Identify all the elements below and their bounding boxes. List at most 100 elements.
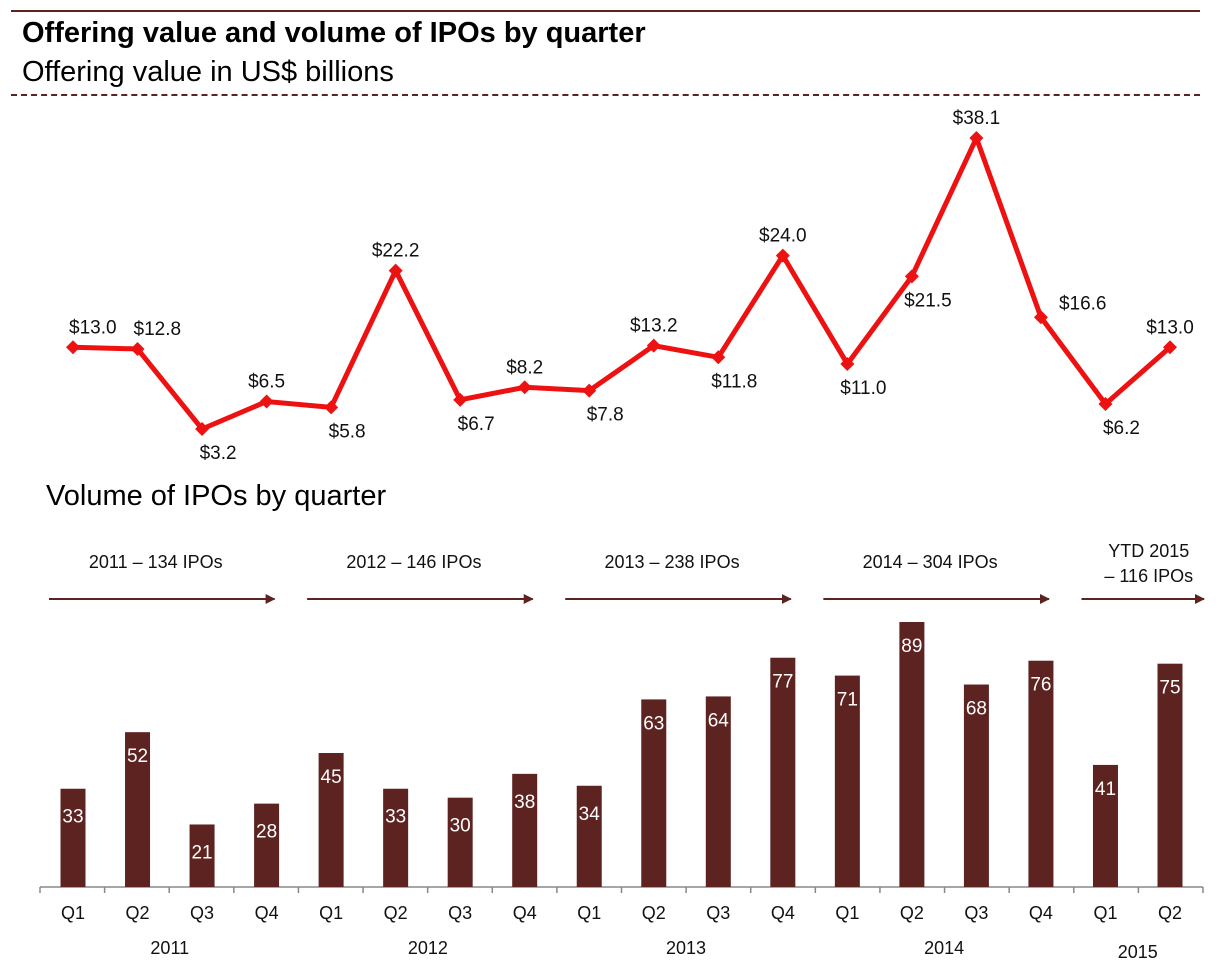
bar-value-label: 38 bbox=[514, 792, 535, 813]
data-point-marker bbox=[324, 400, 339, 415]
volume-bar bbox=[1028, 660, 1054, 887]
data-point-marker bbox=[969, 131, 984, 145]
data-label: $21.5 bbox=[904, 290, 952, 311]
data-label: $24.0 bbox=[759, 226, 807, 247]
year-group-label: 2013 bbox=[666, 938, 706, 958]
volume-bar bbox=[512, 773, 538, 887]
quarter-tick-label: Q1 bbox=[577, 903, 601, 923]
data-point-marker bbox=[1163, 340, 1177, 355]
bar-value-label: 89 bbox=[901, 636, 922, 657]
data-label: $6.2 bbox=[1103, 418, 1140, 439]
year-group-label: 2012 bbox=[408, 938, 448, 958]
volume-bar bbox=[576, 785, 602, 887]
offering-value-line-chart: $13.0 $12.8 $3.2 $6.5 $5.8 $22.2 $6.7 $8.2 $7.8 $… bbox=[66, 108, 1194, 464]
data-point-marker bbox=[904, 269, 919, 284]
volume-bar bbox=[1157, 663, 1183, 887]
data-label: $16.6 bbox=[1059, 293, 1107, 314]
bar-value-label: 28 bbox=[256, 822, 277, 843]
data-label: $13.0 bbox=[1146, 317, 1194, 338]
ipo-volume-bar-chart: 33 Q1 52 Q2 21 Q3 28 Q4 45 Q1 33 Q2 30 Q3 38 Q4 34 Q1 63 Q2… bbox=[39, 541, 1205, 962]
bar-value-label: 75 bbox=[1159, 678, 1180, 699]
data-label: $5.8 bbox=[329, 421, 366, 442]
quarter-tick-label: Q4 bbox=[513, 903, 537, 923]
bar-value-label: 71 bbox=[837, 690, 858, 711]
volume-bar bbox=[899, 622, 925, 887]
year-total-annotation: YTD 2015 bbox=[1108, 541, 1189, 561]
bar-value-label: 76 bbox=[1030, 675, 1051, 696]
quarter-tick-label: Q3 bbox=[448, 903, 472, 923]
quarter-tick-label: Q2 bbox=[126, 903, 150, 923]
bar-value-label: 33 bbox=[385, 807, 406, 828]
year-group-label: 2015 bbox=[1118, 942, 1158, 962]
chart-title: Offering value and volume of IPOs by qua… bbox=[22, 17, 646, 49]
bar-value-label: 33 bbox=[62, 807, 83, 828]
data-point-marker bbox=[840, 356, 855, 371]
data-point-marker bbox=[453, 392, 468, 407]
chart-subtitle: Offering value in US$ billions bbox=[22, 56, 394, 88]
data-point-marker bbox=[130, 341, 145, 356]
volume-bar bbox=[189, 824, 215, 887]
volume-bar bbox=[770, 657, 796, 887]
data-label: $38.1 bbox=[953, 108, 1001, 129]
data-label: $11.0 bbox=[840, 378, 886, 399]
quarter-tick-label: Q3 bbox=[706, 903, 730, 923]
bar-value-label: 63 bbox=[643, 713, 664, 734]
volume-bar bbox=[125, 732, 151, 887]
year-group-label: 2011 bbox=[150, 938, 189, 958]
bar-value-label: 41 bbox=[1095, 779, 1116, 800]
data-label: $6.5 bbox=[248, 371, 285, 392]
bar-value-label: 34 bbox=[579, 804, 601, 825]
quarter-tick-label: Q2 bbox=[900, 903, 924, 923]
quarter-tick-label: Q1 bbox=[61, 903, 85, 923]
data-label: $11.8 bbox=[711, 371, 757, 392]
data-point-marker bbox=[775, 248, 790, 263]
data-point-marker bbox=[388, 263, 403, 278]
year-total-annotation: – 116 IPOs bbox=[1104, 566, 1193, 586]
volume-bar bbox=[447, 797, 473, 887]
data-point-marker bbox=[66, 340, 80, 355]
data-label: $13.0 bbox=[69, 317, 117, 338]
bar-value-label: 21 bbox=[191, 842, 212, 863]
quarter-tick-label: Q4 bbox=[1029, 903, 1053, 923]
quarter-tick-label: Q1 bbox=[835, 903, 859, 923]
bar-value-label: 30 bbox=[450, 816, 471, 837]
top-rule bbox=[11, 10, 1200, 12]
data-point-marker bbox=[646, 338, 661, 353]
bar-value-label: 77 bbox=[772, 672, 793, 693]
dashed-divider bbox=[11, 94, 1200, 96]
bar-value-label: 52 bbox=[127, 746, 148, 767]
quarter-tick-label: Q2 bbox=[642, 903, 666, 923]
bar-value-label: 45 bbox=[321, 767, 342, 788]
quarter-tick-label: Q4 bbox=[255, 903, 279, 923]
data-point-marker bbox=[1033, 310, 1048, 325]
data-point-marker bbox=[1098, 396, 1113, 411]
year-total-annotation: 2014 – 304 IPOs bbox=[863, 552, 998, 572]
volume-bar bbox=[705, 696, 731, 887]
volume-bar bbox=[254, 803, 280, 887]
data-point-marker bbox=[517, 380, 532, 395]
quarter-tick-label: Q1 bbox=[319, 903, 343, 923]
volume-bar bbox=[641, 699, 667, 887]
data-label: $7.8 bbox=[587, 405, 624, 426]
data-label: $12.8 bbox=[134, 319, 182, 340]
data-label: $8.2 bbox=[506, 357, 543, 378]
data-point-marker bbox=[582, 383, 597, 398]
quarter-tick-label: Q2 bbox=[1158, 903, 1182, 923]
offering-value-line bbox=[72, 131, 1172, 433]
bar-value-label: 68 bbox=[966, 699, 987, 720]
data-point-marker bbox=[195, 422, 210, 436]
volume-bar bbox=[834, 675, 860, 887]
volume-bar bbox=[60, 788, 86, 887]
volume-bar bbox=[963, 684, 989, 887]
year-group-label: 2014 bbox=[924, 938, 964, 958]
data-point-marker bbox=[711, 350, 726, 365]
quarter-tick-label: Q2 bbox=[384, 903, 408, 923]
quarter-tick-label: Q3 bbox=[964, 903, 988, 923]
data-point-marker bbox=[259, 394, 274, 409]
volume-section-title: Volume of IPOs by quarter bbox=[46, 480, 387, 512]
data-label: $3.2 bbox=[200, 443, 237, 464]
data-label: $13.2 bbox=[630, 316, 678, 337]
data-label: $22.2 bbox=[372, 241, 420, 262]
year-total-annotation: 2011 – 134 IPOs bbox=[89, 552, 223, 572]
